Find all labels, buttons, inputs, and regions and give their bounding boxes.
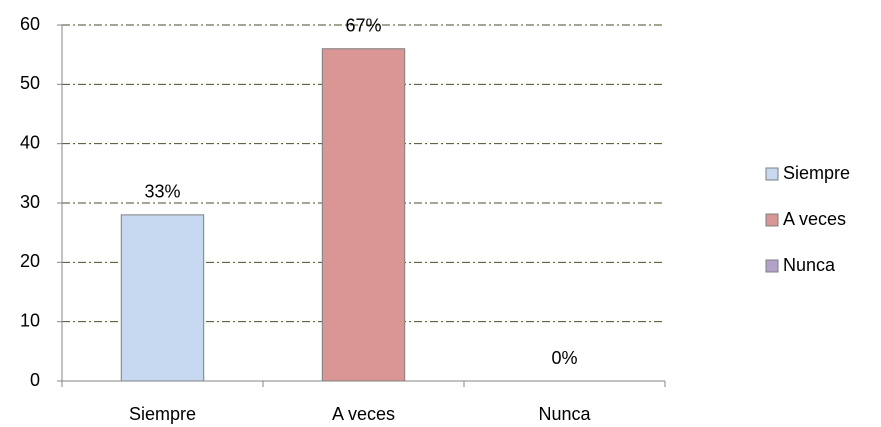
value-label: 0% <box>551 348 577 368</box>
y-tick-label: 50 <box>20 73 40 93</box>
y-tick-label: 20 <box>20 251 40 271</box>
y-tick-label: 60 <box>20 14 40 34</box>
legend-swatch <box>765 259 779 273</box>
bar <box>120 214 205 382</box>
legend-label: Siempre <box>783 163 850 183</box>
legend-label: Nunca <box>783 255 836 275</box>
y-tick-label: 40 <box>20 132 40 152</box>
y-tick-label: 0 <box>30 370 40 390</box>
bar <box>321 48 406 382</box>
x-tick-label: A veces <box>332 404 395 424</box>
x-tick-label: Nunca <box>538 404 591 424</box>
x-tick-label: Siempre <box>129 404 196 424</box>
y-tick-label: 30 <box>20 192 40 212</box>
legend-swatch <box>765 167 779 181</box>
value-label: 33% <box>144 182 180 202</box>
value-label: 67% <box>345 15 381 35</box>
legend-swatch <box>765 213 779 227</box>
legend-label: A veces <box>783 209 846 229</box>
y-tick-label: 10 <box>20 310 40 330</box>
